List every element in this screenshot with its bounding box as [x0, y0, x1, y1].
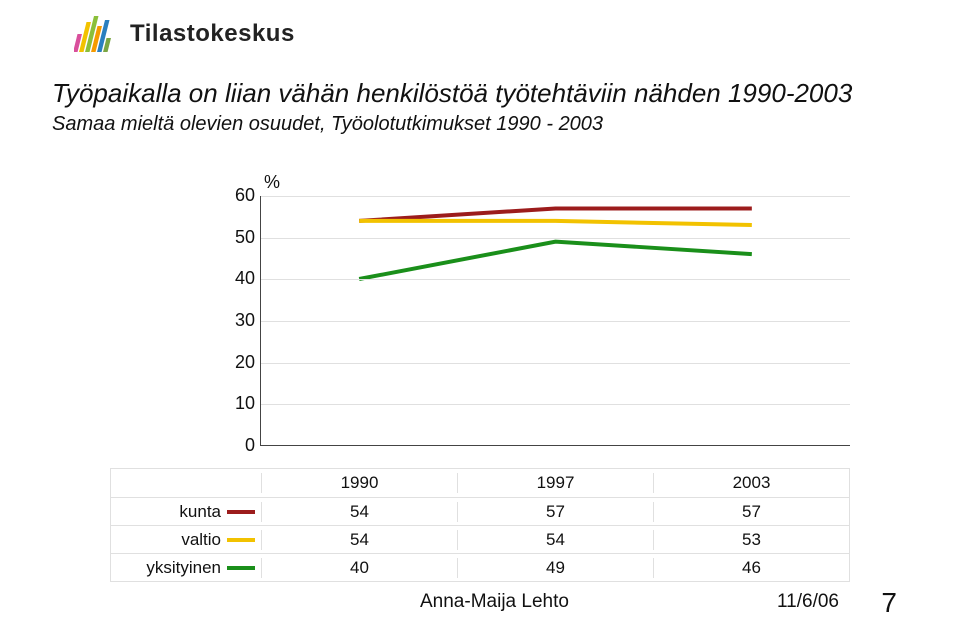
brand-logo: Tilastokeskus [74, 16, 295, 52]
title-block: Työpaikalla on liian vähän henkilöstöä t… [52, 78, 912, 136]
legend-value-cell: 54 [457, 530, 653, 550]
legend-label-text: valtio [181, 530, 221, 550]
y-tick-label: 60 [225, 185, 255, 206]
legend-header-row: 199019972003 [111, 469, 849, 497]
legend-header-cell: 1990 [261, 473, 457, 493]
legend-row-valtio: valtio545453 [111, 525, 849, 553]
plot-area: 0102030405060 [260, 176, 850, 446]
brand-name: Tilastokeskus [130, 20, 295, 48]
series-line-valtio [359, 221, 752, 225]
legend-row-yksityinen: yksityinen 404946 [111, 553, 849, 581]
legend-value-cell: 40 [261, 558, 457, 578]
grid-line [261, 363, 850, 364]
legend-label-cell: kunta [111, 502, 261, 522]
legend-value-cell: 57 [653, 502, 849, 522]
legend-row-kunta: kunta545757 [111, 497, 849, 525]
footer-page: 7 [881, 587, 897, 619]
grid-line [261, 404, 850, 405]
legend-table: 199019972003kunta545757valtio545453yksit… [110, 468, 850, 582]
grid-line [261, 279, 850, 280]
y-tick-label: 10 [225, 393, 255, 414]
slide: Tilastokeskus Työpaikalla on liian vähän… [0, 0, 959, 635]
y-tick-label: 0 [225, 435, 255, 456]
footer-author: Anna-Maija Lehto [420, 591, 569, 613]
legend-label-cell: yksityinen [111, 558, 261, 578]
footer-date: 11/6/06 [777, 591, 839, 613]
legend-header-cell: 2003 [653, 473, 849, 493]
legend-swatch [227, 510, 255, 514]
legend-value-cell: 49 [457, 558, 653, 578]
series-line-yksityinen [359, 242, 752, 279]
legend-swatch [227, 538, 255, 542]
plot-inner: 0102030405060 [260, 196, 850, 446]
grid-line [261, 196, 850, 197]
legend-label-text: kunta [179, 502, 221, 522]
grid-line [261, 321, 850, 322]
legend-label-text: yksityinen [146, 558, 221, 578]
page-title: Työpaikalla on liian vähän henkilöstöä t… [52, 78, 912, 109]
y-tick-label: 50 [225, 227, 255, 248]
legend-value-cell: 46 [653, 558, 849, 578]
page-subtitle: Samaa mieltä olevien osuudet, Työolotutk… [52, 113, 912, 136]
legend-value-cell: 54 [261, 530, 457, 550]
legend-header-cell: 1997 [457, 473, 653, 493]
legend-swatch [227, 566, 255, 570]
logo-icon [74, 16, 118, 52]
legend-value-cell: 57 [457, 502, 653, 522]
legend-value-cell: 54 [261, 502, 457, 522]
y-tick-label: 40 [225, 268, 255, 289]
y-tick-label: 30 [225, 310, 255, 331]
legend-value-cell: 53 [653, 530, 849, 550]
grid-line [261, 238, 850, 239]
y-tick-label: 20 [225, 352, 255, 373]
legend-label-cell: valtio [111, 530, 261, 550]
